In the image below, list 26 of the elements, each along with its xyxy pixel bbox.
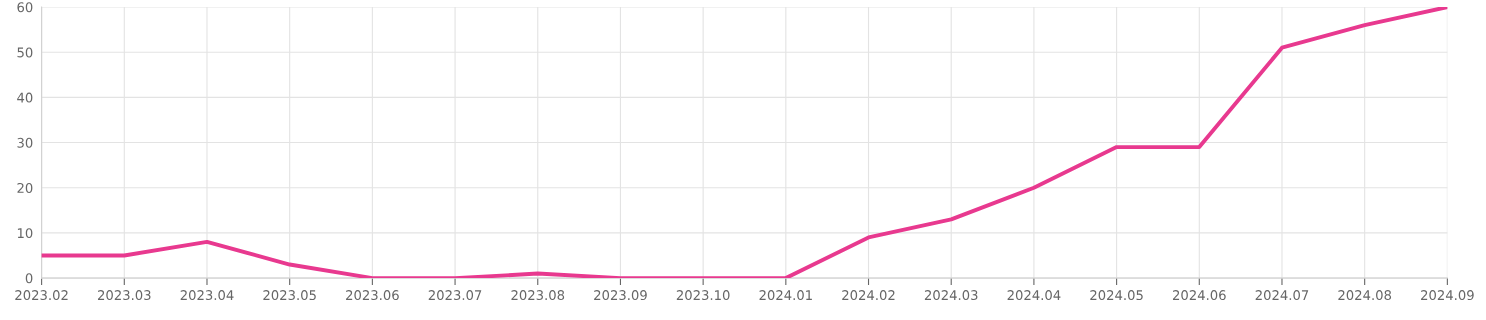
x-tick-label: 2024.05 <box>1090 290 1143 301</box>
x-tick-label: 2023.10 <box>676 290 730 301</box>
x-tick-label: 2024.07 <box>1255 290 1309 301</box>
y-tick-label: 50 <box>17 47 33 58</box>
x-tick-label: 2024.06 <box>1172 290 1226 301</box>
x-tick-label: 2023.07 <box>428 290 482 301</box>
x-tick-label: 2024.01 <box>759 290 812 301</box>
x-tick-label: 2023.04 <box>180 290 234 301</box>
x-tick-label: 2023.06 <box>346 290 399 301</box>
y-tick-label: 60 <box>17 2 33 13</box>
x-tick-label: 2023.03 <box>97 290 151 301</box>
y-tick-label: 30 <box>17 137 33 148</box>
y-tick-label: 10 <box>17 228 33 239</box>
x-tick-label: 2024.09 <box>1421 290 1474 301</box>
x-tick-label: 2023.09 <box>594 290 647 301</box>
x-tick-label: 2024.02 <box>842 290 895 301</box>
y-tick-label: 0 <box>25 273 33 284</box>
y-tick-label: 40 <box>17 92 33 103</box>
x-tick-label: 2024.04 <box>1007 290 1061 301</box>
x-tick-label: 2023.05 <box>263 290 316 301</box>
line-series <box>41 7 1448 279</box>
x-tick-label: 2024.03 <box>924 290 978 301</box>
x-tick-label: 2023.08 <box>511 290 565 301</box>
x-tick-label: 2023.02 <box>15 290 68 301</box>
y-tick-label: 20 <box>17 182 33 193</box>
x-tick-label: 2024.08 <box>1338 290 1392 301</box>
